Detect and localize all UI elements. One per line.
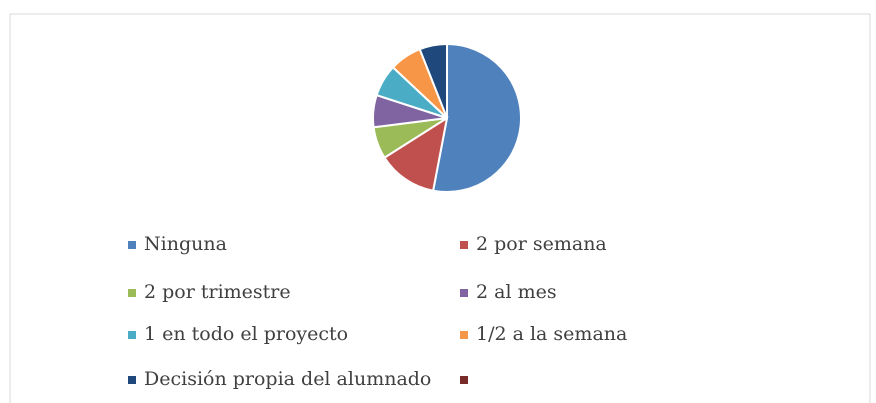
- legend-label: 2 por semana: [476, 233, 607, 255]
- legend-label: Decisión propia del alumnado: [144, 368, 431, 390]
- legend-label: 2 al mes: [476, 281, 557, 303]
- pie-slice: [431, 42, 522, 193]
- legend-marker: [128, 289, 136, 297]
- legend-marker: [460, 376, 468, 384]
- legend-marker: [128, 241, 136, 249]
- pie-slice: [383, 115, 449, 192]
- legend-label: 1/2 a la semana: [476, 323, 627, 345]
- legend-marker: [128, 331, 136, 339]
- legend-marker: [460, 289, 468, 297]
- legend-marker: [128, 376, 136, 384]
- legend-label: Ninguna: [144, 233, 227, 255]
- legend-label: 2 por trimestre: [144, 281, 291, 303]
- legend-marker: [460, 241, 468, 249]
- legend-marker: [460, 331, 468, 339]
- legend-label: 1 en todo el proyecto: [144, 323, 348, 345]
- chart-frame: [9, 13, 870, 403]
